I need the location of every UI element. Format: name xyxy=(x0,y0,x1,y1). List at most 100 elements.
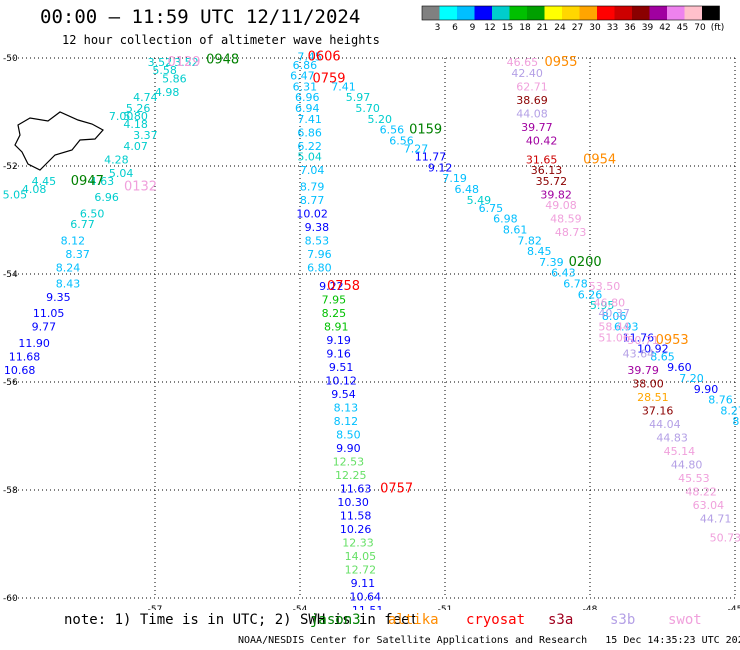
swh-value: 7.95 xyxy=(322,294,347,307)
swh-value: 9.22 xyxy=(319,280,344,293)
swh-value: 9.11 xyxy=(351,577,376,590)
swh-value: 7.41 xyxy=(331,80,356,93)
swh-value: 49.08 xyxy=(545,199,577,212)
swh-value: 6.78 xyxy=(563,278,588,291)
x-tick-label: -51 xyxy=(438,605,453,610)
y-tick-label: -50 xyxy=(3,54,18,64)
colorbar-swatch xyxy=(649,6,667,20)
colorbar-label: 21 xyxy=(537,23,548,33)
colorbar-label: (ft) xyxy=(711,23,725,33)
swh-value: 5.49 xyxy=(467,194,492,207)
swh-value: 9.12 xyxy=(428,161,453,174)
satellite-legend-item: jason3 xyxy=(310,612,361,628)
swh-value: 8.70 xyxy=(732,415,740,428)
swh-value: 40.37 xyxy=(598,307,630,320)
swh-value: 45.14 xyxy=(664,445,696,458)
swh-value: 10.64 xyxy=(350,591,382,604)
swh-value: 10.26 xyxy=(340,523,372,536)
swh-value: 8.37 xyxy=(65,248,90,261)
colorbar-swatch xyxy=(632,6,650,20)
swh-value: 5.26 xyxy=(126,102,151,115)
colorbar-swatch xyxy=(667,6,685,20)
swh-value: 8.43 xyxy=(56,278,81,291)
swh-value: 4.07 xyxy=(123,140,148,153)
pass-time-label: 0955 xyxy=(544,55,577,70)
swh-value: 43.64 xyxy=(623,348,655,361)
x-tick-label: -45 xyxy=(728,605,740,610)
colorbar-label: 6 xyxy=(452,23,458,33)
swh-value: 11.63 xyxy=(340,483,372,496)
swh-value: 6.94 xyxy=(295,102,320,115)
swh-value: 6.47 xyxy=(290,70,315,83)
land-outline xyxy=(14,111,104,171)
swh-value: 7.04 xyxy=(300,164,325,177)
swh-value: 8.25 xyxy=(322,307,347,320)
swh-value: 11.68 xyxy=(9,350,41,363)
swh-value: 48.73 xyxy=(555,226,587,239)
colorbar-label: 3 xyxy=(435,23,441,33)
swh-value: 3.37 xyxy=(133,129,158,142)
swh-value: 9.16 xyxy=(326,348,351,361)
swh-value: 4.45 xyxy=(32,175,57,188)
pass-time-label: 0953 xyxy=(656,333,689,348)
pass-time-label: 0132 xyxy=(124,179,157,194)
swh-value: 6.48 xyxy=(455,183,480,196)
swh-value: 7.39 xyxy=(539,256,564,269)
satellite-legend-item: swot xyxy=(668,612,702,628)
swh-value: 6.96 xyxy=(94,191,119,204)
x-tick-label: -54 xyxy=(293,605,308,610)
satellite-legend-item: altika xyxy=(388,612,439,628)
swh-value: 9.38 xyxy=(305,221,330,234)
swh-value: 51.06 xyxy=(598,332,630,345)
swh-value: 9.19 xyxy=(326,334,351,347)
swh-value: 8.91 xyxy=(324,321,349,334)
swh-value: 9.90 xyxy=(694,383,719,396)
swh-value: 8.79 xyxy=(300,180,325,193)
swh-value: 31.65 xyxy=(526,153,558,166)
swh-value: 8.50 xyxy=(336,429,361,442)
swh-value: 12.33 xyxy=(342,537,374,550)
swh-value: 48.59 xyxy=(550,213,582,226)
swh-value: 53.50 xyxy=(589,280,621,293)
colorbar-swatch xyxy=(527,6,545,20)
pass-time-label: 0159 xyxy=(409,123,442,138)
swh-value: 5.04 xyxy=(109,167,134,180)
swh-value: 11.77 xyxy=(415,151,447,164)
swh-value: 6.80 xyxy=(307,261,332,274)
swh-value: 14.05 xyxy=(345,550,377,563)
swh-value: 35.72 xyxy=(536,175,568,188)
swh-value: 48.22 xyxy=(685,485,717,498)
swh-value: 8.27 xyxy=(720,404,740,417)
colorbar-label: 30 xyxy=(589,23,601,33)
pass-time-label: 0948 xyxy=(206,52,239,67)
swh-value: 8.77 xyxy=(300,194,325,207)
swh-value: 10.68 xyxy=(4,364,36,377)
swh-value: 3.52 xyxy=(148,56,173,69)
colorbar-label: 70 xyxy=(694,23,706,33)
swh-value: 6.56 xyxy=(389,134,414,147)
swh-value: 4.28 xyxy=(104,153,129,166)
colorbar-swatch xyxy=(544,6,562,20)
colorbar-label: 12 xyxy=(484,23,495,33)
swh-value: 5.20 xyxy=(368,113,393,126)
colorbar: 3 6 9 12 15 18 21 24 27 30 33 36 39 42 45 70 (ft) xyxy=(421,5,725,33)
colorbar-label: 45 xyxy=(677,23,688,33)
swh-value: 39.79 xyxy=(627,364,659,377)
swh-value: 62.71 xyxy=(516,80,548,93)
swh-value: 9.35 xyxy=(46,291,71,304)
swh-value: 5.58 xyxy=(152,64,177,77)
swh-value: 5.80 xyxy=(123,110,148,123)
pass-time-label: 0757 xyxy=(380,482,413,497)
swh-value: 8.76 xyxy=(708,394,733,407)
x-tick-label: -57 xyxy=(148,605,163,610)
swh-value: 10.30 xyxy=(337,496,369,509)
swh-value: 11.58 xyxy=(340,510,372,523)
swh-value: 8.65 xyxy=(650,350,675,363)
swh-value: 39.77 xyxy=(521,121,553,134)
swh-value: 46.65 xyxy=(507,56,539,69)
colorbar-swatch xyxy=(457,6,475,20)
swh-value: 6.22 xyxy=(297,140,322,153)
pass-time-label: 0200 xyxy=(569,255,602,270)
chart-title: 00:00 – 11:59 UTC 12/11/2024 xyxy=(40,6,361,28)
swh-value: 11.05 xyxy=(33,307,65,320)
